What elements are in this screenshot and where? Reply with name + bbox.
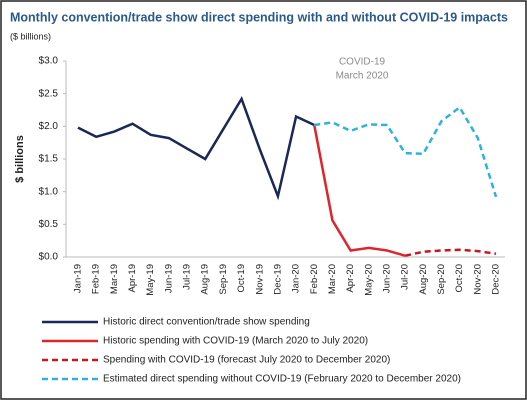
x-tick-label: Feb-19	[91, 264, 102, 294]
x-tick-label: Dec-20	[491, 264, 502, 295]
x-tick-label: Jun-20	[381, 264, 392, 293]
x-tick-label: Oct-20	[454, 264, 465, 293]
x-tick-label: Sep-20	[436, 264, 447, 295]
x-tick-label: Jun-19	[163, 264, 174, 293]
y-tick-label: $1.0	[39, 186, 59, 197]
x-tick-label: Nov-19	[254, 264, 265, 295]
x-tick-label: Jul-19	[182, 264, 193, 290]
chart-title: Monthly convention/trade show direct spe…	[10, 10, 508, 24]
y-tick-label: $2.0	[39, 121, 59, 132]
annotation: COVID-19	[339, 57, 386, 68]
line-series	[314, 105, 498, 198]
y-tick-label: $3.0	[39, 56, 59, 67]
x-tick-label: Apr-19	[127, 264, 138, 293]
legend-label: Historic direct convention/trade show sp…	[103, 317, 310, 328]
y-axis-label: $ billions	[14, 135, 26, 183]
x-tick-label: Dec-19	[272, 264, 283, 295]
legend-label: Spending with COVID-19 (forecast July 20…	[103, 355, 390, 366]
x-tick-label: Feb-20	[309, 264, 320, 294]
x-tick-label: May-20	[363, 264, 374, 296]
x-tick-label: Sep-19	[218, 264, 229, 295]
x-tick-label: Jul-20	[400, 264, 411, 290]
x-tick-label: Jan-19	[73, 264, 84, 293]
x-tick-label: Jan-20	[291, 264, 302, 293]
y-tick-label: $2.5	[39, 88, 59, 99]
annotation: March 2020	[336, 71, 389, 82]
line-series	[404, 248, 497, 257]
x-tick-label: Aug-20	[418, 264, 429, 295]
x-tick-label: Aug-19	[200, 264, 211, 295]
line-series	[313, 124, 406, 257]
x-tick-label: Mar-19	[109, 264, 120, 294]
x-tick-label: Mar-20	[327, 264, 338, 294]
x-tick-label: Nov-20	[472, 264, 483, 295]
x-tick-label: Apr-20	[345, 264, 356, 293]
legend-label: Historic spending with COVID-19 (March 2…	[103, 336, 368, 347]
y-tick-label: $0.0	[39, 252, 59, 263]
y-tick-label: $0.5	[39, 219, 59, 230]
subtitle: ($ billions)	[10, 31, 51, 41]
y-tick-label: $1.5	[39, 154, 59, 165]
line-series	[77, 96, 315, 201]
x-tick-label: Oct-19	[236, 264, 247, 293]
legend-label: Estimated direct spending without COVID-…	[103, 374, 461, 385]
x-tick-label: May-19	[145, 264, 156, 296]
